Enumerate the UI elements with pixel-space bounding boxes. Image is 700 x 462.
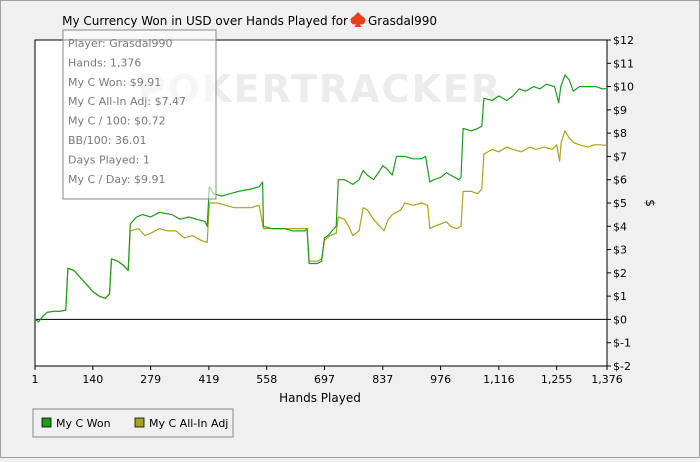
y-tick-label: $4 <box>613 220 627 233</box>
y-tick-label: $0 <box>613 313 627 326</box>
x-axis-title: Hands Played <box>279 391 361 405</box>
series-line-my-c-won <box>34 74 608 323</box>
x-tick-label: 279 <box>140 373 161 386</box>
stats-line: Hands: 1,376 <box>68 56 141 69</box>
x-axis: 1 140 279 419 558 697 837 976 1,116 1,255 1,376 <box>32 366 623 386</box>
legend-swatch <box>134 417 145 428</box>
series-layer <box>34 74 608 323</box>
y-tick-label: $11 <box>613 57 634 70</box>
legend-label: My C Won <box>56 417 111 430</box>
x-tick-label: 1,116 <box>483 373 515 386</box>
stats-line: Days Played: 1 <box>68 153 150 166</box>
x-tick-label: 837 <box>372 373 393 386</box>
x-tick-label: 140 <box>82 373 103 386</box>
y-axis-title: $ <box>643 199 657 207</box>
stats-line: My C All-In Adj: $7.47 <box>68 95 186 108</box>
stats-line: My C Won: $9.91 <box>68 76 161 89</box>
x-tick-label: 419 <box>198 373 219 386</box>
y-tick-label: $2 <box>613 267 627 280</box>
y-tick-label: $3 <box>613 244 627 257</box>
x-tick-label: 1,255 <box>541 373 573 386</box>
legend: My C Won My C All-In Adj <box>32 408 234 438</box>
stats-line: BB/100: 36.01 <box>68 134 147 147</box>
y-axis: $-2 $-1 $0 $1 $2 $3 $4 $5 $6 $7 $8 $9 $10 $11 $12 <box>607 34 634 373</box>
y-tick-label: $5 <box>613 197 627 210</box>
y-tick-label: $7 <box>613 150 627 163</box>
legend-label: My C All-In Adj <box>149 417 228 430</box>
x-tick-label: 976 <box>430 373 451 386</box>
stats-line: My C / Day: $9.91 <box>68 173 166 186</box>
stats-line: My C / 100: $0.72 <box>68 115 166 128</box>
y-tick-label: $10 <box>613 81 634 94</box>
y-tick-label: $1 <box>613 290 627 303</box>
y-tick-label: $8 <box>613 127 627 140</box>
legend-box <box>32 408 234 438</box>
stats-box: Player: Grasdal990 Hands: 1,376 My C Won: … <box>62 29 217 200</box>
x-tick-label: 1,376 <box>591 373 623 386</box>
x-tick-label: 697 <box>314 373 335 386</box>
y-tick-label: $9 <box>613 104 627 117</box>
player-name-title: Grasdal990 <box>368 14 437 28</box>
y-tick-label: $6 <box>613 174 627 187</box>
spade-icon <box>350 12 366 27</box>
y-tick-label: $-2 <box>613 360 631 373</box>
y-tick-label: $12 <box>613 34 634 47</box>
stats-lines: Player: Grasdal990 Hands: 1,376 My C Won: … <box>68 37 186 186</box>
stats-box-background <box>62 29 217 200</box>
stats-line: Player: Grasdal990 <box>68 37 173 50</box>
x-tick-label: 558 <box>256 373 277 386</box>
y-tick-label: $-1 <box>613 337 631 350</box>
legend-swatch <box>41 417 52 428</box>
x-tick-label: 1 <box>32 373 39 386</box>
legend-items: My C Won My C All-In Adj <box>41 417 228 430</box>
chart-title: My Currency Won in USD over Hands Played… <box>62 14 348 28</box>
